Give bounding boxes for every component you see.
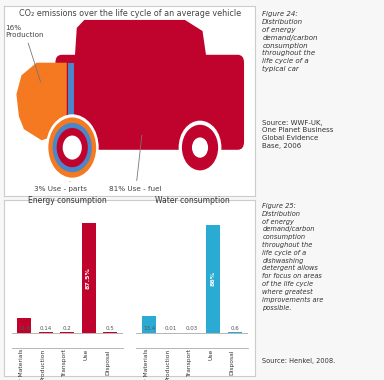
Text: 86%: 86% — [211, 271, 216, 286]
Circle shape — [192, 138, 208, 158]
Circle shape — [46, 114, 99, 181]
Text: Source: Henkel, 2008.: Source: Henkel, 2008. — [262, 358, 336, 364]
Circle shape — [182, 125, 218, 170]
Text: 81% Use - fuel: 81% Use - fuel — [109, 135, 162, 192]
Bar — [17, 318, 31, 332]
Circle shape — [48, 117, 96, 178]
Circle shape — [57, 128, 88, 167]
Text: 0.14: 0.14 — [40, 326, 52, 331]
Bar — [142, 316, 156, 332]
Title: Water consumption: Water consumption — [155, 196, 229, 205]
Text: 87.5%: 87.5% — [86, 267, 91, 289]
Title: Energy consumption: Energy consumption — [28, 196, 107, 205]
FancyBboxPatch shape — [69, 61, 239, 144]
Polygon shape — [17, 63, 67, 140]
Text: 11.6: 11.6 — [18, 326, 30, 331]
Circle shape — [63, 136, 82, 160]
Text: Figure 24:
Distribution
of energy
demand/carbon
consumption
throughout the
life : Figure 24: Distribution of energy demand… — [262, 11, 318, 72]
Text: CO₂ emissions over the life cycle of an average vehicle: CO₂ emissions over the life cycle of an … — [18, 9, 241, 18]
Text: Source: WWF-UK,
One Planet Business
Global Evidence
Base, 2006: Source: WWF-UK, One Planet Business Glob… — [262, 120, 334, 149]
Text: 0.01: 0.01 — [164, 326, 177, 331]
Circle shape — [53, 123, 92, 172]
Text: Figure 25:
Distribution
of energy
demand/carbon
consumption
throughout the
life : Figure 25: Distribution of energy demand… — [262, 203, 324, 311]
FancyBboxPatch shape — [55, 55, 244, 150]
Bar — [82, 223, 96, 332]
Text: 0.03: 0.03 — [186, 326, 198, 331]
Text: 16%
Production: 16% Production — [5, 25, 44, 82]
Polygon shape — [74, 20, 208, 66]
Text: 0.2: 0.2 — [63, 326, 71, 331]
Bar — [68, 63, 73, 142]
Text: 0.5: 0.5 — [106, 326, 114, 331]
Text: 13.4: 13.4 — [143, 326, 155, 331]
Bar — [207, 225, 220, 332]
Text: 3% Use - parts: 3% Use - parts — [34, 182, 87, 192]
Text: 0.6: 0.6 — [230, 326, 239, 331]
Circle shape — [179, 121, 222, 174]
